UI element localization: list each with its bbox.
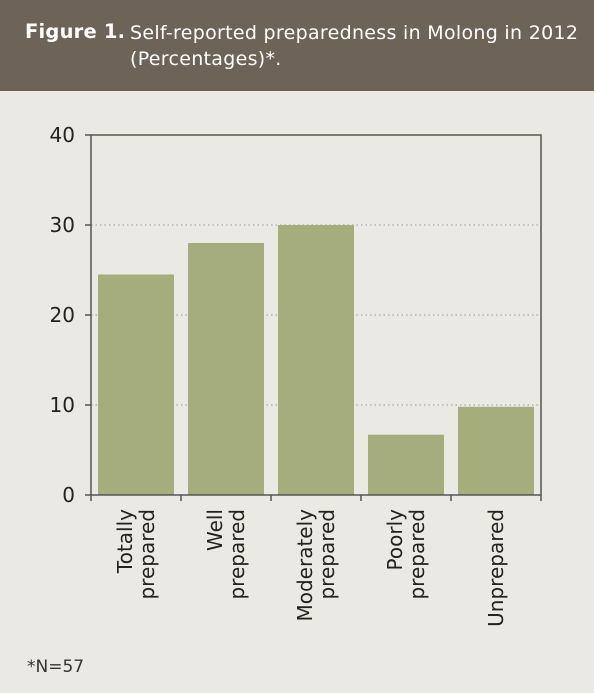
x-category-label: Unprepared xyxy=(484,509,508,627)
axes xyxy=(85,134,542,501)
x-category-label: Poorlyprepared xyxy=(383,509,429,600)
plot-frame xyxy=(90,134,542,496)
x-category-label: Totallyprepared xyxy=(113,509,159,600)
bar xyxy=(458,406,534,495)
x-category-label: Moderatelyprepared xyxy=(293,509,339,622)
figure-header: Figure 1. Self-reported preparedness in … xyxy=(0,0,594,91)
bar xyxy=(278,225,354,495)
bars xyxy=(98,225,534,495)
y-tick-label: 30 xyxy=(50,213,75,237)
figure-title: Self-reported preparedness in Molong in … xyxy=(130,22,579,70)
y-tick-label: 10 xyxy=(50,393,75,417)
figure-label: Figure 1. xyxy=(25,20,126,43)
bar xyxy=(368,434,444,495)
footnote: *N=57 xyxy=(27,657,85,677)
bar xyxy=(98,274,174,495)
x-category-label: Wellprepared xyxy=(203,509,249,600)
y-tick-label: 20 xyxy=(50,303,75,327)
y-tick-label: 0 xyxy=(62,483,75,507)
axis-labels: 0 10 20 30 40 Totallyprepared Wellprepared Mode… xyxy=(50,123,508,627)
y-tick-label: 40 xyxy=(50,123,75,147)
bar xyxy=(188,243,264,495)
